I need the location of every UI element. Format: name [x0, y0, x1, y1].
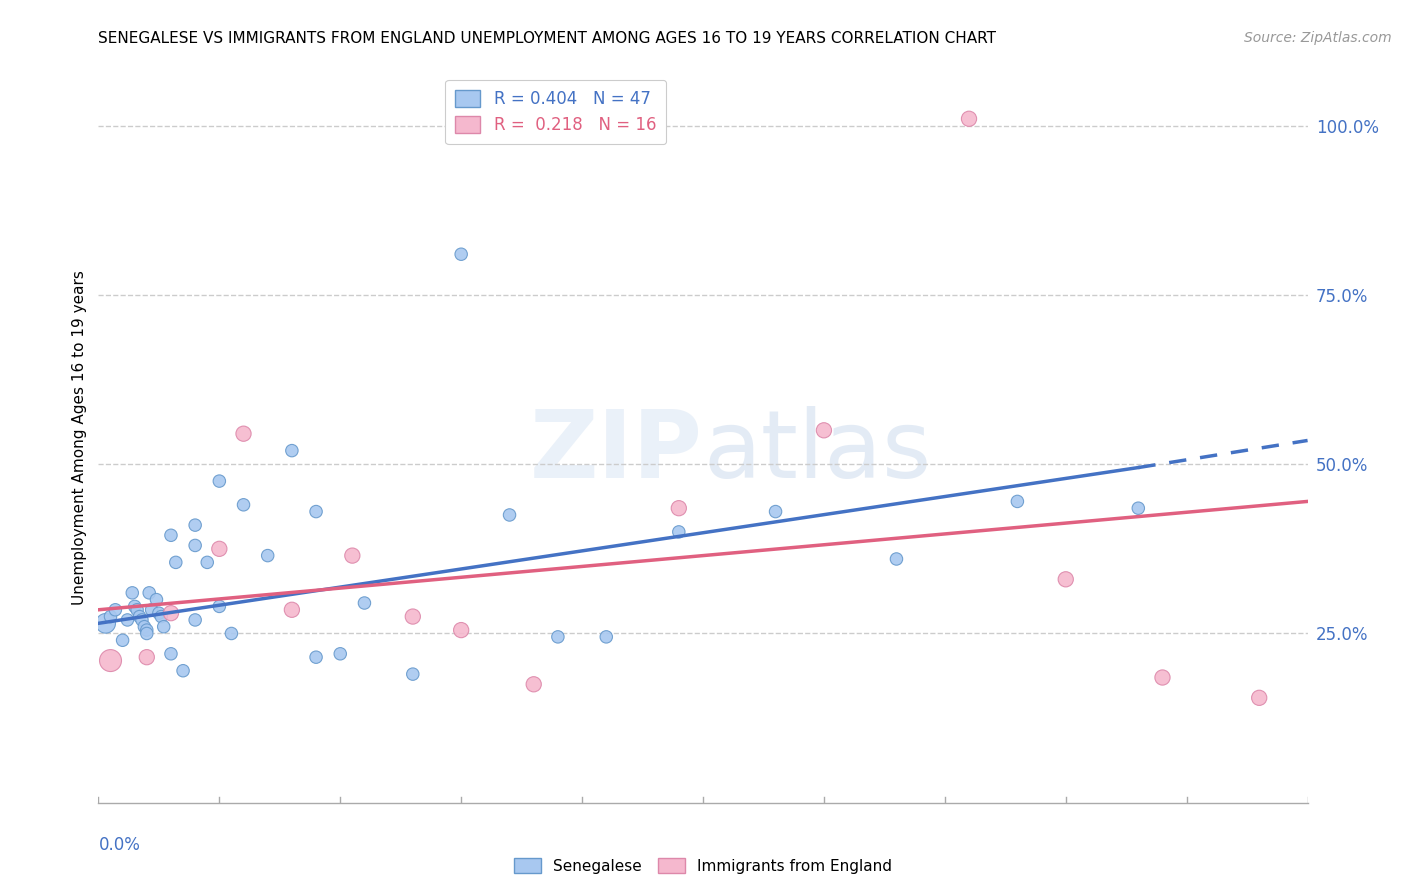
Point [135, 626, 157, 640]
Point [127, 603, 149, 617]
Point [160, 606, 183, 620]
Point [184, 613, 207, 627]
Point [195, 555, 218, 569]
Point [160, 528, 183, 542]
Point [813, 423, 835, 437]
Point [208, 474, 231, 488]
Point [765, 505, 787, 519]
Point [160, 647, 183, 661]
Text: 0.0%: 0.0% [98, 836, 141, 854]
Point [498, 508, 520, 522]
Point [305, 505, 328, 519]
Point [342, 549, 364, 563]
Legend: Senegalese, Immigrants from England: Senegalese, Immigrants from England [508, 852, 898, 880]
Point [1054, 572, 1077, 586]
Point [135, 623, 157, 637]
Point [256, 549, 278, 563]
Point [172, 664, 194, 678]
Point [1152, 671, 1174, 685]
Point [131, 613, 153, 627]
Point [134, 620, 156, 634]
Text: atlas: atlas [703, 406, 931, 498]
Point [547, 630, 569, 644]
Point [148, 606, 170, 620]
Point [121, 586, 143, 600]
Y-axis label: Unemployment Among Ages 16 to 19 years: Unemployment Among Ages 16 to 19 years [72, 269, 87, 605]
Point [668, 501, 690, 516]
Point [124, 599, 146, 614]
Point [128, 609, 150, 624]
Point [141, 603, 163, 617]
Point [281, 603, 304, 617]
Text: ZIP: ZIP [530, 406, 703, 498]
Point [138, 586, 160, 600]
Point [523, 677, 546, 691]
Point [184, 518, 207, 533]
Point [111, 633, 134, 648]
Point [232, 498, 254, 512]
Point [1128, 501, 1150, 516]
Point [305, 650, 328, 665]
Point [135, 650, 157, 665]
Point [450, 247, 472, 261]
Point [208, 599, 231, 614]
Point [208, 541, 231, 556]
Point [329, 647, 352, 661]
Point [1007, 494, 1029, 508]
Point [152, 620, 174, 634]
Point [402, 609, 425, 624]
Point [94, 616, 117, 631]
Point [450, 623, 472, 637]
Point [100, 654, 122, 668]
Point [184, 538, 207, 552]
Point [957, 112, 980, 126]
Point [232, 426, 254, 441]
Point [353, 596, 375, 610]
Point [1249, 690, 1271, 705]
Point [150, 609, 173, 624]
Point [281, 443, 304, 458]
Legend: R = 0.404   N = 47, R =  0.218   N = 16: R = 0.404 N = 47, R = 0.218 N = 16 [446, 79, 666, 145]
Point [165, 555, 187, 569]
Point [145, 592, 167, 607]
Point [402, 667, 425, 681]
Point [100, 609, 122, 624]
Point [117, 613, 139, 627]
Point [221, 626, 243, 640]
Point [595, 630, 617, 644]
Text: SENEGALESE VS IMMIGRANTS FROM ENGLAND UNEMPLOYMENT AMONG AGES 16 TO 19 YEARS COR: SENEGALESE VS IMMIGRANTS FROM ENGLAND UN… [98, 31, 997, 46]
Point [668, 524, 690, 539]
Point [104, 603, 127, 617]
Point [886, 552, 908, 566]
Text: Source: ZipAtlas.com: Source: ZipAtlas.com [1244, 31, 1392, 45]
